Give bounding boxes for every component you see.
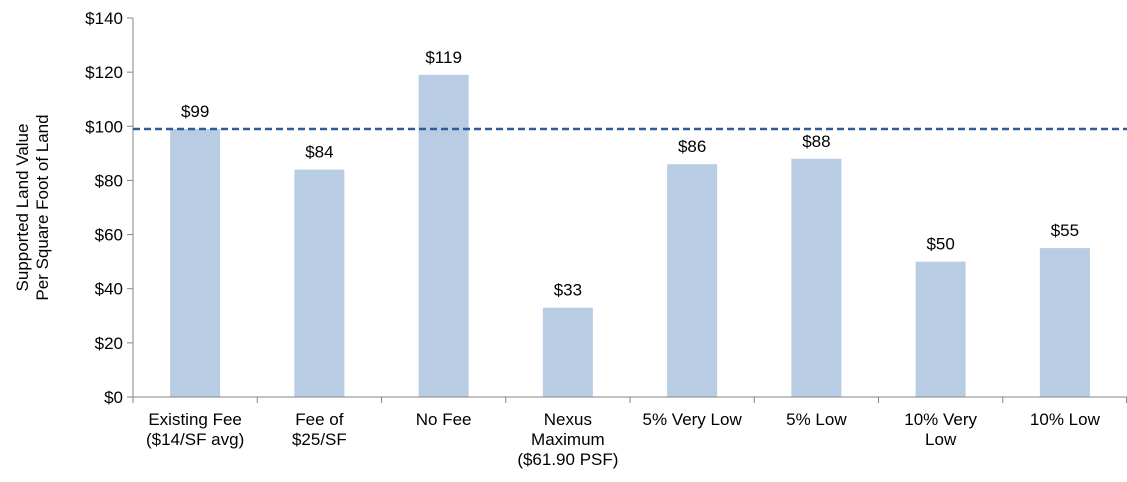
value-label: $33 <box>554 281 582 300</box>
bar <box>418 74 469 397</box>
value-label: $50 <box>926 235 954 254</box>
bar <box>1039 248 1090 397</box>
x-tick-label: Fee of $25/SF <box>292 410 347 449</box>
x-tick-label: 10% Low <box>1030 410 1101 429</box>
y-tick-label: $140 <box>85 9 123 28</box>
y-tick-label: $40 <box>95 280 123 299</box>
y-tick-label: $80 <box>95 171 123 190</box>
bar <box>170 128 221 397</box>
bar <box>294 169 345 397</box>
y-axis-title: Supported Land ValuePer Square Foot of L… <box>13 114 52 300</box>
x-tick-label: Existing Fee ($14/SF avg) <box>146 410 244 449</box>
x-tick-label: No Fee <box>416 410 472 429</box>
bar <box>542 307 593 397</box>
x-tick-label: Nexus Maximum ($61.90 PSF) <box>517 410 618 469</box>
x-tick-label: 5% Low <box>786 410 847 429</box>
y-tick-label: $20 <box>95 334 123 353</box>
value-label: $86 <box>678 137 706 156</box>
y-tick-label: $120 <box>85 63 123 82</box>
bar <box>667 164 718 397</box>
bar <box>915 261 966 397</box>
value-label: $84 <box>305 143 333 162</box>
x-tick-label: 5% Very Low <box>643 410 743 429</box>
value-label: $88 <box>802 132 830 151</box>
y-tick-label: $60 <box>95 226 123 245</box>
y-tick-label: $0 <box>104 388 123 407</box>
value-label: $99 <box>181 102 209 121</box>
value-label: $55 <box>1051 221 1079 240</box>
value-label: $119 <box>425 48 462 67</box>
bar <box>791 158 842 397</box>
y-tick-label: $100 <box>85 117 123 136</box>
x-tick-label: 10% Very Low <box>904 410 977 449</box>
